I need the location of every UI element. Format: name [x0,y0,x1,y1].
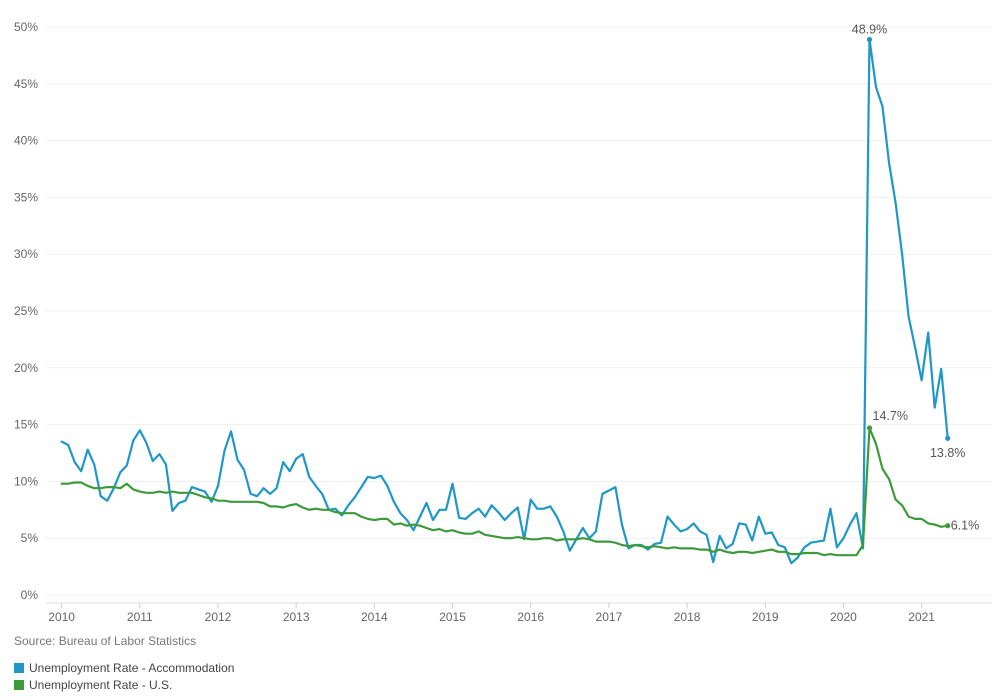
y-tick-label: 15% [14,418,38,432]
legend-label-us: Unemployment Rate - U.S. [29,677,173,692]
y-tick-label: 5% [21,531,39,545]
x-tick-label: 2017 [596,610,623,624]
y-tick-label: 35% [14,190,38,204]
series-line-accommodation [60,38,949,565]
x-tick-label: 2018 [674,610,701,624]
x-tick-label: 2010 [48,610,75,624]
legend-item-accommodation[interactable]: Unemployment Rate - Accommodation [14,659,234,676]
axes: 0% 5% 10% 15% 20% 25% 30% 35% 40% 45% 50% 2010 2011 2… [14,20,992,624]
legend-label-accommodation: Unemployment Rate - Accommodation [29,660,235,675]
x-tick-label: 2019 [752,610,779,624]
source-note: Source: Bureau of Labor Statistics [14,634,197,648]
end-marker-accommodation [945,435,951,441]
legend-item-us[interactable]: Unemployment Rate - U.S. [14,676,234,693]
x-tick-label: 2016 [517,610,544,624]
y-tick-label: 25% [14,304,38,318]
peak-label-accommodation: 48.9% [852,22,887,36]
x-tick-label: 2012 [205,610,232,624]
x-tick-label: 2014 [361,610,388,624]
legend: Unemployment Rate - Accommodation Unempl… [14,659,234,693]
y-tick-label: 20% [14,361,38,375]
peak-marker-accommodation [866,36,873,43]
series-line-us [60,426,949,557]
peak-marker-us [866,425,873,431]
end-label-accommodation: 13.8% [930,446,965,460]
legend-swatch-accommodation [14,662,24,673]
end-label-us: 6.1% [951,519,980,533]
y-tick-label: 10% [14,474,38,488]
x-tick-label: 2021 [908,610,935,624]
gridlines [46,26,992,596]
peak-label-us: 14.7% [873,409,908,423]
x-tick-label: 2020 [830,610,857,624]
x-tick-label: 2011 [127,610,153,624]
y-tick-label: 50% [14,20,38,34]
y-tick-label: 45% [14,77,38,91]
end-marker-us [945,523,951,529]
data-labels: 48.9% 13.8% 14.7% 6.1% [852,22,979,532]
x-tick-label: 2015 [439,610,466,624]
y-tick-label: 40% [14,134,38,148]
series-lines [60,38,949,565]
legend-swatch-us [14,679,24,690]
x-tick-label: 2013 [283,610,310,624]
y-tick-label: 30% [14,247,38,261]
y-tick-label: 0% [21,588,39,602]
